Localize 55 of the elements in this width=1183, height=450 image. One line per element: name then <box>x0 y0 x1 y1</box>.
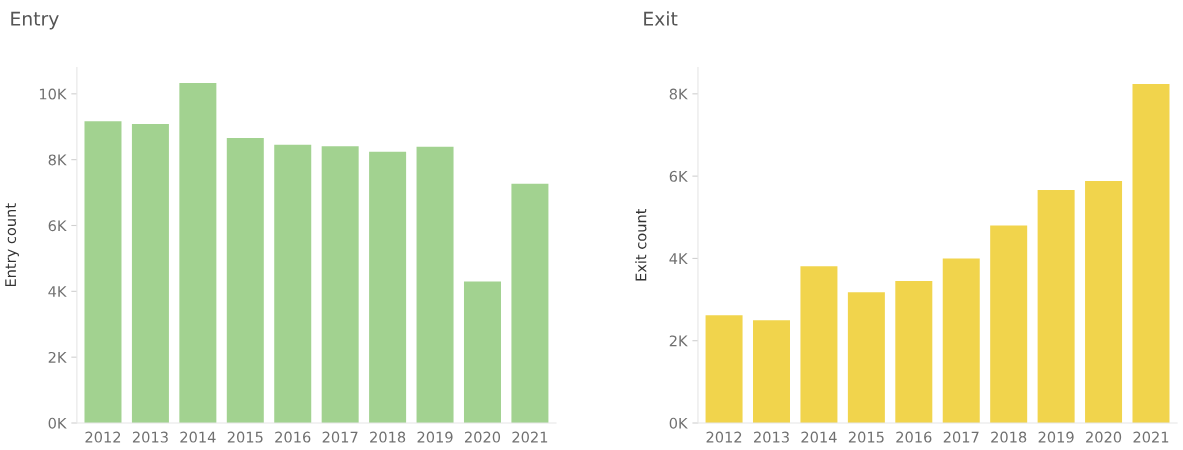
bar <box>990 225 1028 423</box>
x-tick-label: 2013 <box>132 431 168 443</box>
bar <box>847 292 885 423</box>
y-tick-label: 4K <box>48 286 67 297</box>
y-tick-label: 0K <box>48 417 67 429</box>
x-tick-label: 2020 <box>464 431 501 443</box>
bar <box>800 266 838 423</box>
bar <box>511 183 549 423</box>
y-tick-label: 10K <box>39 88 67 100</box>
bar <box>321 146 359 423</box>
bar <box>895 281 933 423</box>
x-tick-label: 2019 <box>417 431 453 443</box>
bar <box>179 82 217 423</box>
x-tick-label: 2018 <box>370 431 406 443</box>
x-tick-label: 2016 <box>275 431 311 443</box>
x-tick-label: 2013 <box>754 431 789 443</box>
x-tick-label: 2019 <box>1038 431 1074 443</box>
bar <box>226 137 264 423</box>
y-tick-label: 8K <box>48 154 67 166</box>
y-tick-label: 2K <box>669 335 688 347</box>
x-tick-label: 2015 <box>848 431 884 443</box>
y-tick-label: 6K <box>669 170 688 182</box>
x-tick-label: 2014 <box>801 431 837 443</box>
bar <box>84 121 122 423</box>
x-tick-label: 2014 <box>180 431 216 443</box>
bar <box>753 320 790 423</box>
x-tick-label: 2016 <box>896 431 932 443</box>
x-tick-label: 2015 <box>227 431 263 443</box>
y-tick-label: 0K <box>669 417 688 429</box>
bar <box>369 151 407 423</box>
x-tick-label: 2012 <box>85 431 121 443</box>
x-tick-label: 2012 <box>706 431 742 443</box>
x-tick-label: 2017 <box>322 431 358 443</box>
y-axis-title: Exit count <box>635 208 647 281</box>
bar <box>1037 190 1075 423</box>
bar <box>463 281 501 423</box>
y-axis-title: Entry count <box>5 203 19 287</box>
bar <box>131 124 169 423</box>
bar <box>1085 181 1123 423</box>
y-tick-label: 6K <box>48 220 67 232</box>
bar <box>705 315 743 423</box>
bar <box>1132 83 1170 423</box>
x-tick-label: 2018 <box>991 431 1027 443</box>
bar <box>942 258 980 423</box>
x-tick-label: 2020 <box>1086 431 1122 443</box>
x-tick-label: 2021 <box>512 431 548 443</box>
y-tick-label: 4K <box>669 253 688 264</box>
chart-title: Exit <box>644 11 678 26</box>
x-tick-label: 2017 <box>943 431 979 443</box>
bar <box>274 144 312 423</box>
bar <box>416 146 454 423</box>
y-tick-label: 2K <box>48 351 67 363</box>
y-tick-label: 8K <box>669 88 688 100</box>
x-tick-label: 2021 <box>1133 431 1169 443</box>
chart-title: Entry <box>11 11 59 30</box>
